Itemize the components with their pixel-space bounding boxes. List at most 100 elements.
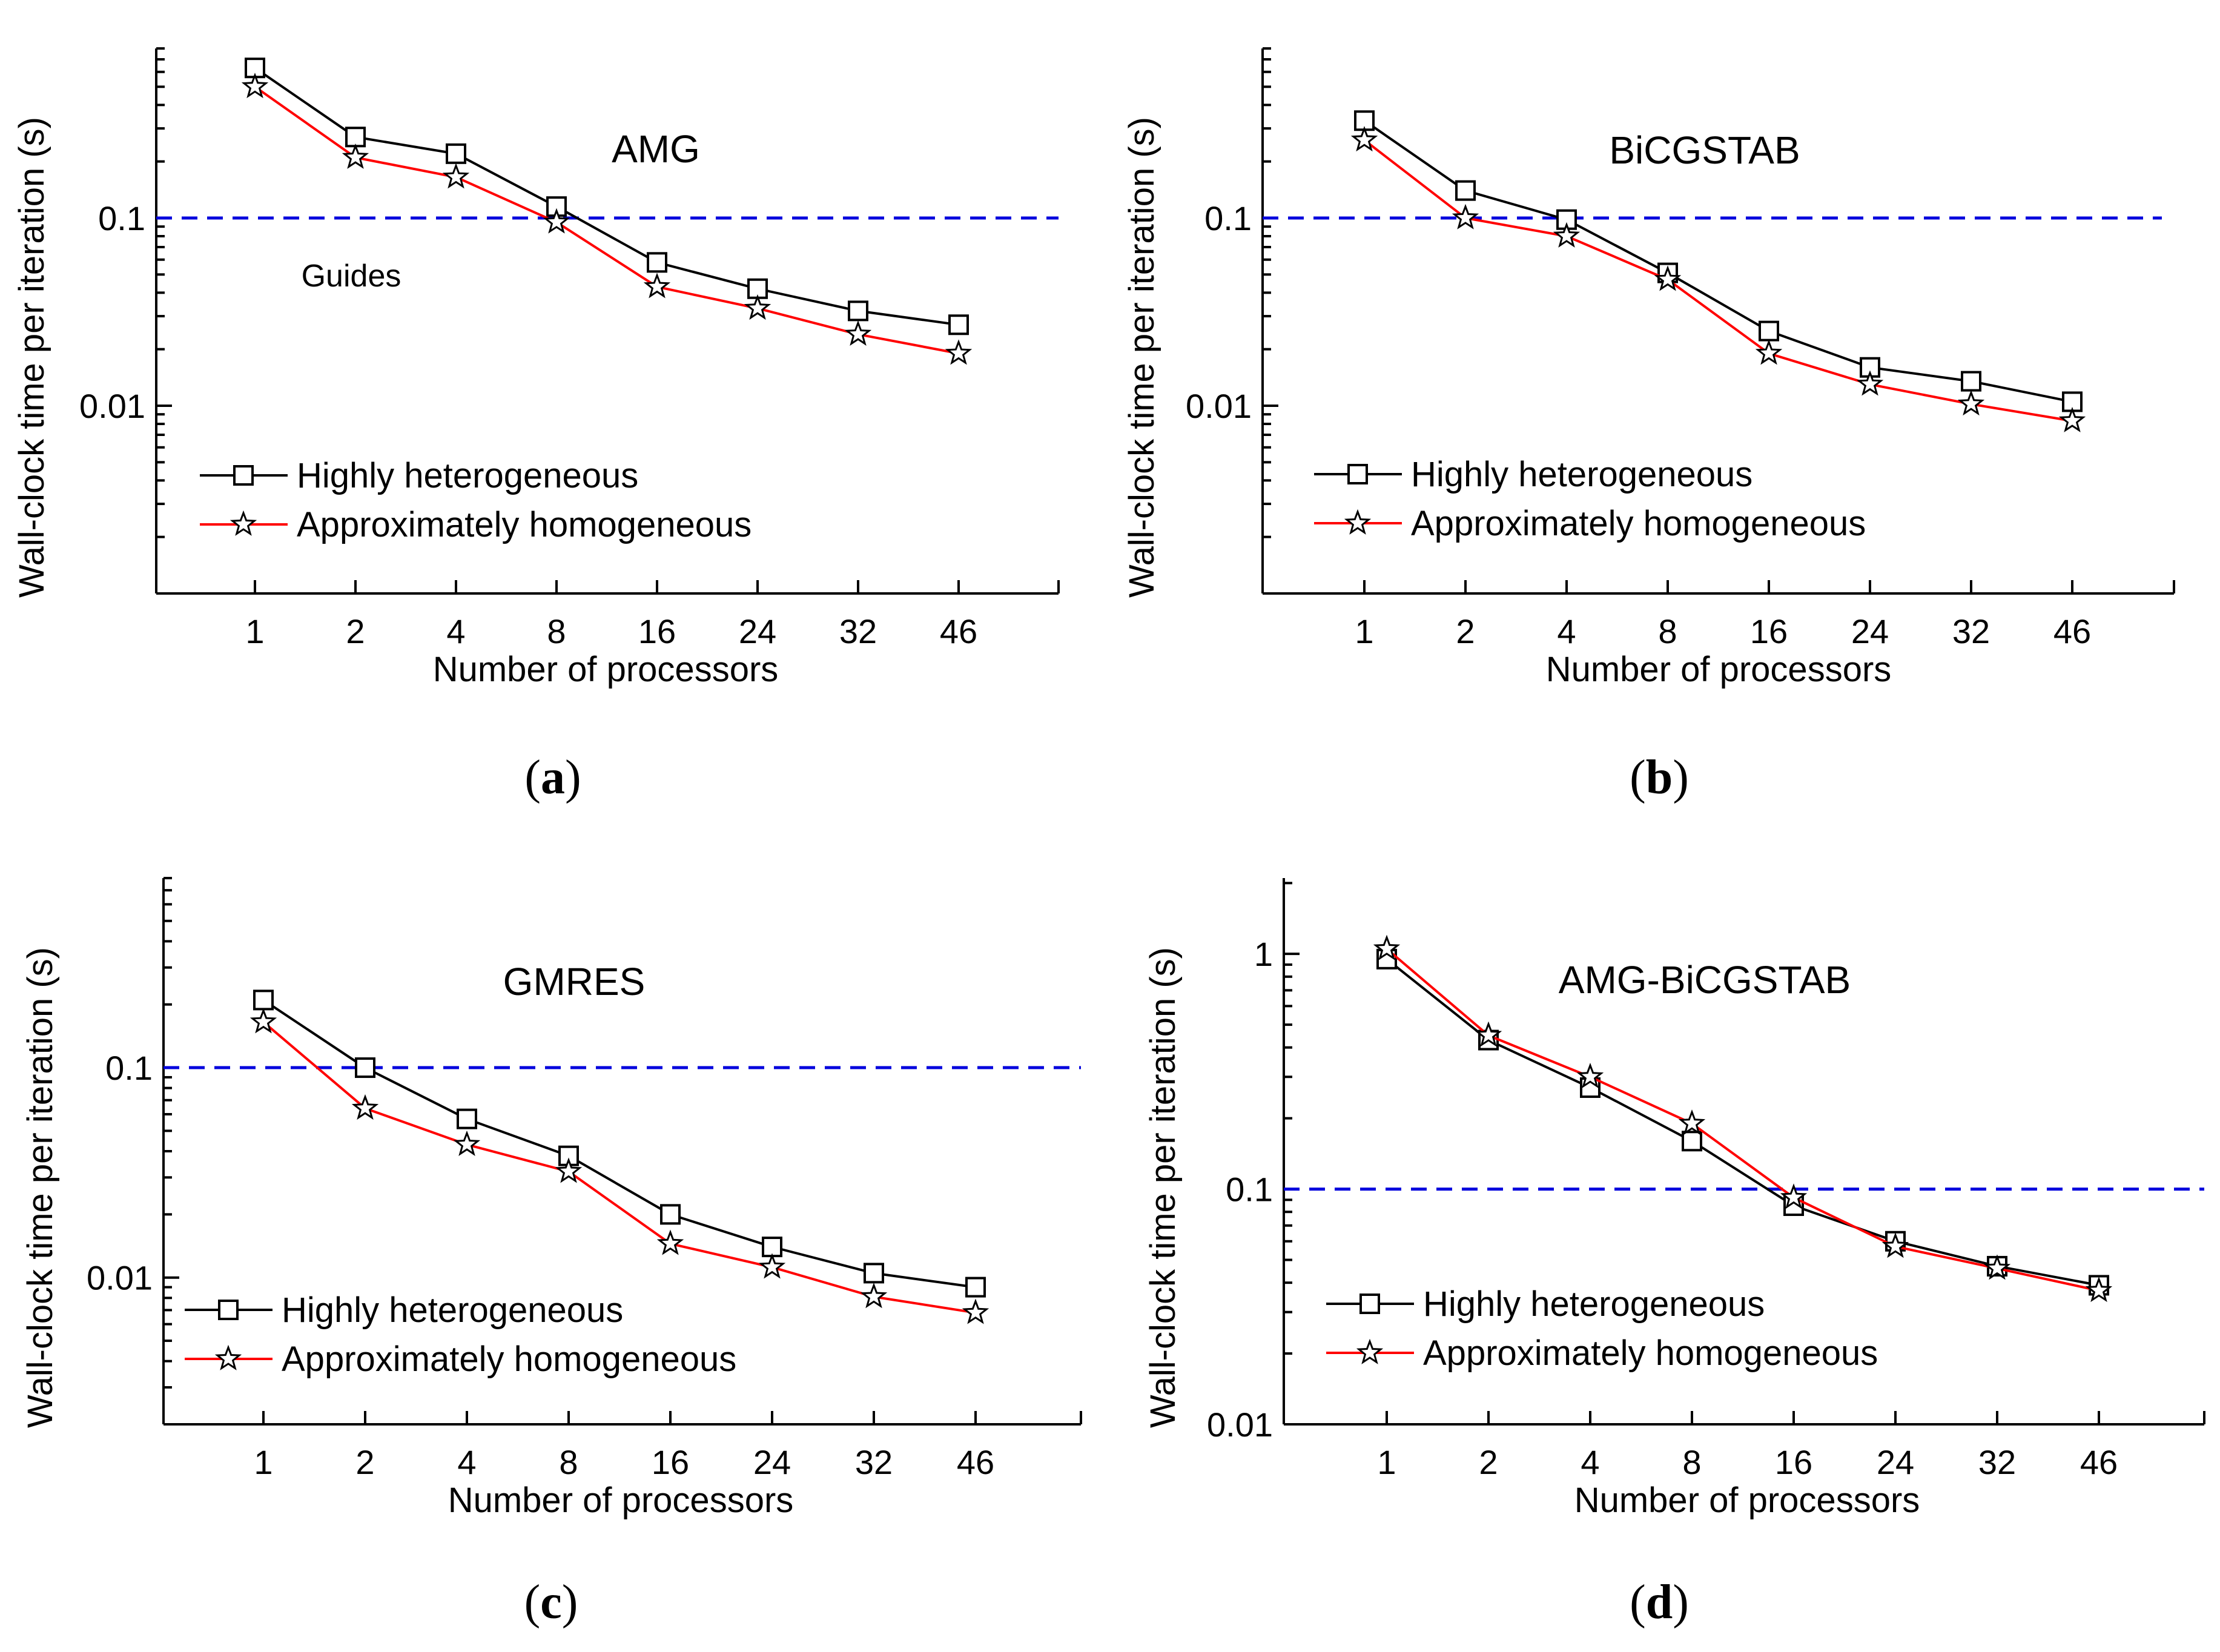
data-point — [1957, 390, 1985, 416]
x-axis-label: Number of processors — [1574, 1481, 1920, 1520]
data-point — [1373, 934, 1401, 960]
data-point — [1354, 110, 1375, 131]
x-tick-label: 32 — [839, 612, 877, 650]
series-line — [1363, 139, 2073, 423]
x-axis-label: Number of processors — [433, 650, 779, 689]
data-point — [453, 1130, 481, 1156]
x-tick-label: 2 — [355, 1443, 374, 1481]
legend-star-marker — [1356, 1338, 1384, 1364]
series-line — [1386, 958, 2099, 1287]
x-tick-label: 1 — [1377, 1443, 1396, 1481]
data-point — [848, 300, 868, 322]
x-tick-label: 8 — [1682, 1443, 1701, 1481]
data-point — [643, 273, 671, 299]
chart-title: AMG — [612, 127, 700, 171]
legend-label: Highly heterogeneous — [1423, 1284, 1765, 1324]
y-tick-label: 0.1 — [98, 199, 145, 237]
y-tick-label: 0.01 — [87, 1259, 153, 1297]
data-point — [555, 1157, 583, 1183]
data-point — [442, 163, 470, 189]
data-point — [660, 1204, 681, 1225]
series-line — [254, 67, 959, 326]
data-point — [1881, 1232, 1909, 1258]
legend-square-marker — [233, 465, 254, 486]
legend-label: Highly heterogeneous — [297, 456, 638, 495]
legend-star-marker — [214, 1344, 242, 1370]
data-point — [647, 252, 667, 273]
x-tick-label: 8 — [547, 612, 566, 650]
guide-annotation: Guides — [302, 259, 401, 294]
data-point — [1682, 1131, 1702, 1152]
x-tick-label: 24 — [1851, 612, 1889, 650]
x-tick-label: 46 — [2080, 1443, 2118, 1481]
data-point — [945, 339, 973, 365]
y-tick-label: 0.1 — [105, 1049, 153, 1087]
legend-label: Approximately homogeneous — [1411, 504, 1866, 543]
legend-square-marker — [1359, 1294, 1380, 1314]
x-tick-label: 16 — [652, 1443, 689, 1481]
panel-caption: (b) — [1630, 751, 1689, 804]
chart-title: GMRES — [503, 960, 646, 1003]
data-point — [543, 208, 570, 234]
data-point — [864, 1263, 884, 1284]
x-tick-label: 24 — [753, 1443, 791, 1481]
data-point — [1350, 126, 1378, 152]
legend-square-marker — [1347, 464, 1368, 484]
data-point — [457, 1108, 477, 1129]
chart-title: BiCGSTAB — [1609, 128, 1800, 172]
x-axis-label: Number of processors — [1546, 650, 1892, 689]
x-tick-label: 16 — [1750, 612, 1788, 650]
chart-title: AMG-BiCGSTAB — [1559, 958, 1851, 1002]
legend-label: Highly heterogeneous — [282, 1290, 623, 1330]
x-tick-label: 16 — [638, 612, 676, 650]
x-tick-label: 2 — [346, 612, 365, 650]
panel-caption: (d) — [1630, 1576, 1689, 1629]
series-line — [262, 1021, 976, 1314]
x-tick-label: 8 — [1658, 612, 1677, 650]
series-line — [1386, 948, 2099, 1292]
data-point — [656, 1229, 684, 1255]
data-point — [1475, 1021, 1502, 1047]
data-point — [249, 1008, 277, 1034]
x-tick-label: 2 — [1456, 612, 1475, 650]
series-line — [254, 85, 959, 355]
data-point — [1553, 222, 1581, 248]
data-point — [860, 1283, 888, 1309]
x-tick-label: 32 — [855, 1443, 893, 1481]
series-line — [262, 999, 976, 1289]
y-tick-label: 0.1 — [1226, 1171, 1273, 1209]
data-point — [844, 320, 872, 346]
y-tick-label: 1 — [1254, 935, 1273, 973]
x-tick-label: 32 — [1952, 612, 1990, 650]
data-point — [351, 1094, 379, 1120]
data-point — [345, 127, 366, 148]
legend-label: Highly heterogeneous — [1411, 455, 1753, 494]
data-point — [342, 143, 369, 169]
data-point — [355, 1057, 375, 1079]
x-tick-label: 46 — [2053, 612, 2091, 650]
y-axis-label: Wall-clock time per iteration (s) — [12, 117, 51, 598]
data-point — [1856, 370, 1884, 396]
x-tick-label: 1 — [1355, 612, 1373, 650]
legend-label: Approximately homogeneous — [1423, 1333, 1878, 1373]
x-tick-label: 1 — [254, 1443, 273, 1481]
x-tick-label: 46 — [957, 1443, 994, 1481]
x-tick-label: 4 — [1557, 612, 1576, 650]
x-tick-label: 8 — [559, 1443, 578, 1481]
y-axis-label: Wall-clock time per iteration (s) — [21, 947, 60, 1428]
x-tick-label: 4 — [457, 1443, 476, 1481]
x-tick-label: 24 — [739, 612, 776, 650]
data-point — [1455, 180, 1476, 201]
data-point — [1780, 1183, 1808, 1209]
data-point — [1961, 371, 1981, 392]
x-tick-label: 1 — [245, 612, 264, 650]
x-axis-label: Number of processors — [448, 1481, 794, 1520]
y-tick-label: 0.1 — [1204, 199, 1252, 237]
data-point — [253, 990, 274, 1011]
x-tick-label: 24 — [1877, 1443, 1914, 1481]
data-point — [758, 1253, 786, 1279]
x-tick-label: 2 — [1479, 1443, 1498, 1481]
